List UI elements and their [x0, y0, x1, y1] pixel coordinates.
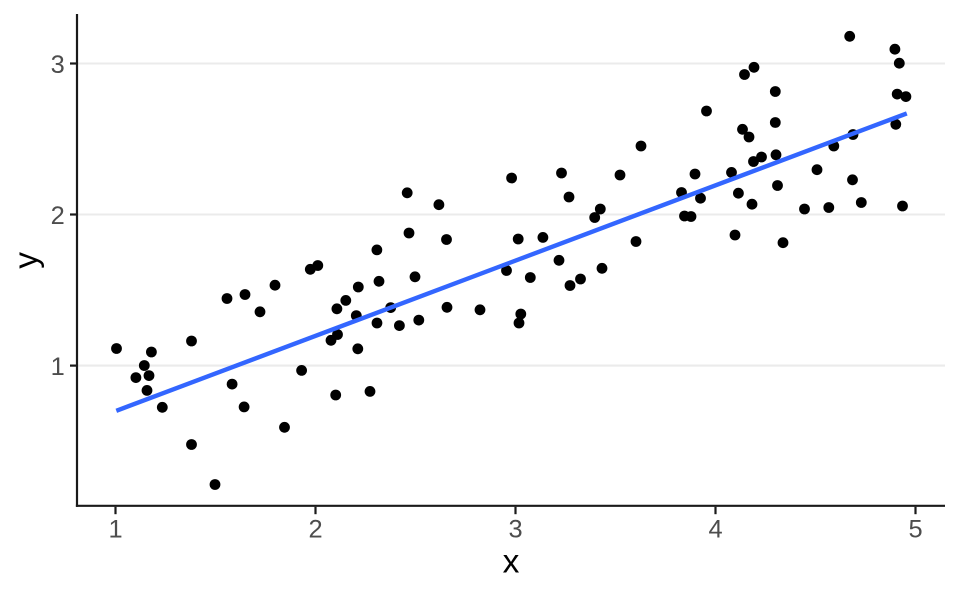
svg-text:x: x: [503, 543, 520, 580]
svg-text:5: 5: [908, 516, 922, 544]
svg-text:3: 3: [51, 51, 65, 79]
svg-text:4: 4: [708, 516, 722, 544]
svg-text:y: y: [8, 252, 45, 269]
svg-text:2: 2: [51, 202, 65, 230]
svg-text:1: 1: [108, 516, 122, 544]
svg-text:1: 1: [51, 353, 65, 381]
svg-text:3: 3: [508, 516, 522, 544]
svg-text:2: 2: [308, 516, 322, 544]
